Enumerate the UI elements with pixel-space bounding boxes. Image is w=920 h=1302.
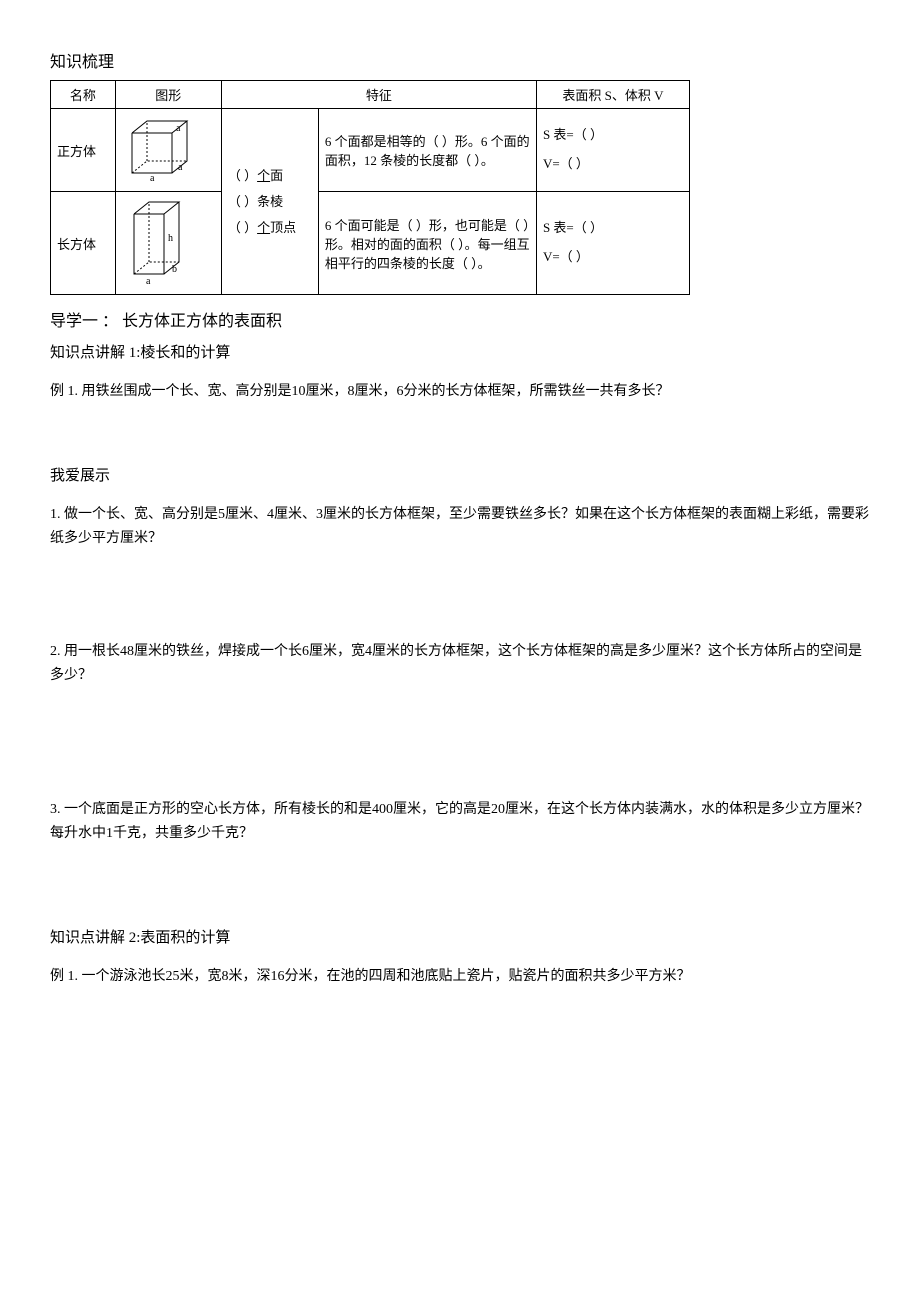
table-header-row: 名称 图形 特征 表面积 S、体积 V xyxy=(51,81,690,109)
row-cuboid: 长方体 a b h 6 个面可能是（ ）形，也可能是（ ）形。相对的面的面积（ … xyxy=(51,192,690,295)
heading-knowledge: 知识梳理 xyxy=(50,48,870,72)
heading-show: 我爱展示 xyxy=(50,464,870,485)
blank-vertices: （ ） xyxy=(228,220,257,235)
svg-text:a: a xyxy=(176,123,181,134)
u-ge2: 个 xyxy=(257,220,270,235)
example-1: 例 1. 用铁丝围成一个长、宽、高分别是10厘米，8厘米，6分米的长方体框架，所… xyxy=(50,380,870,404)
cuboid-name: 长方体 xyxy=(51,192,116,295)
row-cube: 正方体 a a a （ ）个面 （ ）条棱 （ ）个顶点 xyxy=(51,109,690,192)
cuboid-formula: S 表=（ ） V=（ ） xyxy=(536,192,689,295)
svg-text:a: a xyxy=(146,276,151,286)
cube-icon: a a a xyxy=(122,113,192,183)
cuboid-volume: V=（ ） xyxy=(543,243,683,272)
blank-edges: （ ）条棱 xyxy=(228,194,283,209)
heading-lead1: 导学一 ： 长方体正方体的表面积 xyxy=(50,307,870,331)
properties-table: 名称 图形 特征 表面积 S、体积 V 正方体 a a a xyxy=(50,80,690,295)
cube-feature: 6 个面都是相等的（ ）形。6 个面的面积，12 条棱的长度都（ ）。 xyxy=(318,109,536,192)
question-2: 2. 用一根长48厘米的铁丝，焊接成一个长6厘米，宽4厘米的长方体框架，这个长方… xyxy=(50,640,870,688)
th-formula: 表面积 S、体积 V xyxy=(536,81,689,109)
shared-counts: （ ）个面 （ ）条棱 （ ）个顶点 xyxy=(221,109,318,295)
blank-faces: （ ） xyxy=(228,168,257,183)
th-feature: 特征 xyxy=(221,81,536,109)
cube-surface: S 表=（ ） xyxy=(543,121,683,150)
svg-text:h: h xyxy=(168,233,173,244)
cuboid-icon: a b h xyxy=(122,196,192,286)
question-1: 1. 做一个长、宽、高分别是5厘米、4厘米、3厘米的长方体框架，至少需要铁丝多长… xyxy=(50,503,870,551)
th-name: 名称 xyxy=(51,81,116,109)
svg-text:a: a xyxy=(178,162,183,173)
cuboid-surface: S 表=（ ） xyxy=(543,214,683,243)
example-2: 例 1. 一个游泳池长25米，宽8米，深16分米，在池的四周和池底贴上瓷片，贴瓷… xyxy=(50,965,870,989)
t-vertex: 顶点 xyxy=(270,220,296,235)
svg-text:b: b xyxy=(172,264,177,275)
cuboid-feature: 6 个面可能是（ ）形，也可能是（ ）形。相对的面的面积（ ）。每一组互相平行的… xyxy=(318,192,536,295)
cube-name: 正方体 xyxy=(51,109,116,192)
cube-volume: V=（ ） xyxy=(543,150,683,179)
question-3: 3. 一个底面是正方形的空心长方体，所有棱长的和是400厘米，它的高是20厘米，… xyxy=(50,798,870,846)
svg-text:a: a xyxy=(150,173,155,183)
heading-kp1: 知识点讲解 1:棱长和的计算 xyxy=(50,341,870,362)
cube-formula: S 表=（ ） V=（ ） xyxy=(536,109,689,192)
cube-figure: a a a xyxy=(115,109,221,192)
u-ge1: 个 xyxy=(257,168,270,183)
t-face: 面 xyxy=(270,168,283,183)
cuboid-figure: a b h xyxy=(115,192,221,295)
heading-kp2: 知识点讲解 2:表面积的计算 xyxy=(50,926,870,947)
th-figure: 图形 xyxy=(115,81,221,109)
